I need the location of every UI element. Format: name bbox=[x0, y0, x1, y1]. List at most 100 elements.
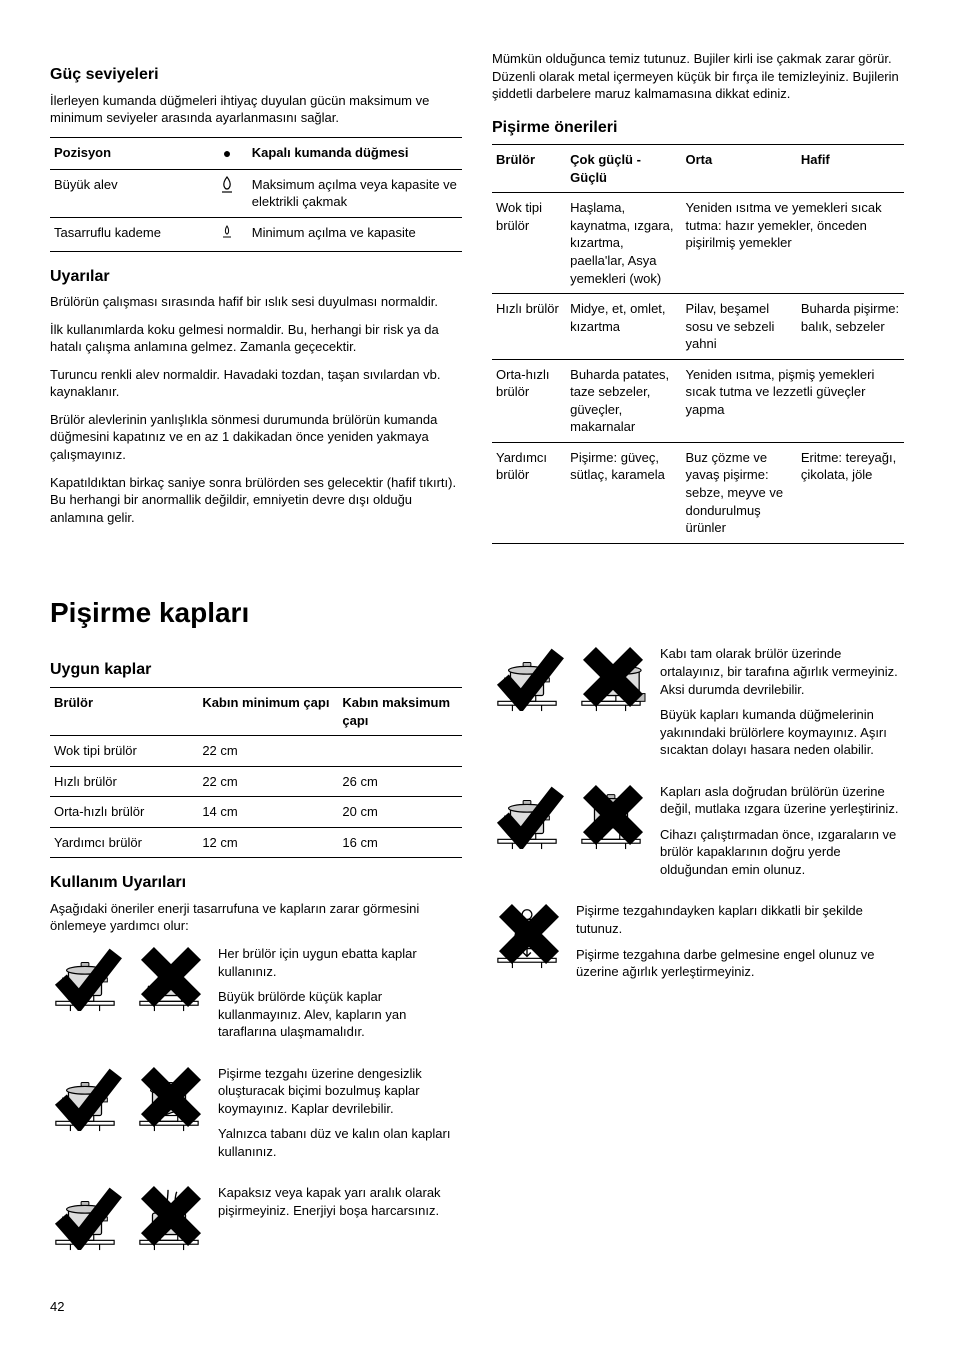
correct-usage-icon bbox=[50, 945, 120, 1013]
tip-row: Kapları asla doğrudan brülörün üzerine d… bbox=[492, 783, 904, 887]
left-col-bottom: Uygun kaplar BrülörKabın minimum çapıKab… bbox=[50, 645, 462, 1268]
pos-2: Tasarruflu kademe bbox=[50, 217, 207, 251]
tip-text: Her brülör için uygun ebatta kaplar kull… bbox=[218, 945, 462, 1049]
right-col-top: Mümkün olduğunca temiz tutunuz. Bujiler … bbox=[492, 50, 904, 554]
recommend-table: BrülörÇok güçlü - GüçlüOrtaHafif Wok tip… bbox=[492, 144, 904, 543]
tip-text: Pişirme tezgahı üzerine dengesizlik oluş… bbox=[218, 1065, 462, 1169]
warning-item: Brülör alevlerinin yanlışlıkla sönmesi d… bbox=[50, 411, 462, 464]
rec-cell: Wok tipi brülör bbox=[492, 193, 566, 294]
power-levels-table: Pozisyon ● Kapalı kumanda düğmesi Büyük … bbox=[50, 137, 462, 252]
pos-desc-0: Kapalı kumanda düğmesi bbox=[248, 137, 462, 169]
tip-para: Pişirme tezgahı üzerine dengesizlik oluş… bbox=[218, 1065, 462, 1118]
large-flame-icon bbox=[207, 169, 248, 217]
rec-header: Orta bbox=[682, 145, 797, 193]
table-row: Hızlı brülörMidye, et, omlet, kızartmaPi… bbox=[492, 294, 904, 360]
correct-usage-icon bbox=[492, 645, 562, 713]
tip-text: Kapları asla doğrudan brülörün üzerine d… bbox=[660, 783, 904, 887]
rec-cell: Yeniden ısıtma ve yemekleri sıcak tutma:… bbox=[682, 193, 904, 294]
rec-header: Brülör bbox=[492, 145, 566, 193]
cw-cell: 14 cm bbox=[198, 797, 338, 828]
cw-cell: Hızlı brülör bbox=[50, 766, 198, 797]
tip-para: Yalnızca tabanı düz ve kalın olan kaplar… bbox=[218, 1125, 462, 1160]
cw-cell: 20 cm bbox=[338, 797, 462, 828]
rec-cell: Midye, et, omlet, kızartma bbox=[566, 294, 681, 360]
rec-cell: Haşlama, kaynatma, ızgara, kızartma, pae… bbox=[566, 193, 681, 294]
left-col-top: Güç seviyeleri İlerleyen kumanda düğmele… bbox=[50, 50, 462, 554]
cw-cell: 12 cm bbox=[198, 827, 338, 858]
cw-cell: 16 cm bbox=[338, 827, 462, 858]
tip-para: Kapları asla doğrudan brülörün üzerine d… bbox=[660, 783, 904, 818]
cw-cell: 22 cm bbox=[198, 766, 338, 797]
table-row: Wok tipi brülör22 cm bbox=[50, 736, 462, 767]
closed-knob-icon: ● bbox=[207, 137, 248, 169]
rec-cell: Yardımcı brülör bbox=[492, 442, 566, 543]
rec-cell: Pilav, beşamel sosu ve sebzeli yahni bbox=[682, 294, 797, 360]
usage-right-tips: Kabı tam olarak brülör üzerinde ortalayı… bbox=[492, 645, 904, 988]
warnings-heading: Uyarılar bbox=[50, 266, 462, 288]
correct-usage-icon bbox=[492, 783, 562, 851]
rec-cell: Hızlı brülör bbox=[492, 294, 566, 360]
page-number: 42 bbox=[50, 1298, 904, 1316]
warning-item: İlk kullanımlarda koku gelmesi normaldir… bbox=[50, 321, 462, 356]
table-row: Wok tipi brülörHaşlama, kaynatma, ızgara… bbox=[492, 193, 904, 294]
tip-text: Kabı tam olarak brülör üzerinde ortalayı… bbox=[660, 645, 904, 766]
tip-row: Kapaksız veya kapak yarı aralık olarak p… bbox=[50, 1184, 462, 1252]
pos-header: Pozisyon bbox=[50, 137, 207, 169]
warnings-list: Brülörün çalışması sırasında hafif bir ı… bbox=[50, 293, 462, 526]
incorrect-usage-icon bbox=[576, 645, 646, 713]
incorrect-usage-icon bbox=[134, 1065, 204, 1133]
tip-row: Pişirme tezgahındayken kapları dikkatli … bbox=[492, 902, 904, 988]
tip-para: Kabı tam olarak brülör üzerinde ortalayı… bbox=[660, 645, 904, 698]
cookware-table: BrülörKabın minimum çapıKabın maksimum ç… bbox=[50, 687, 462, 858]
cw-header: Kabın maksimum çapı bbox=[338, 688, 462, 736]
recommend-heading: Pişirme önerileri bbox=[492, 117, 904, 139]
rec-header: Hafif bbox=[797, 145, 904, 193]
rec-cell: Pişirme: güveç, sütlaç, karamela bbox=[566, 442, 681, 543]
table-row: Orta-hızlı brülörBuharda patates, taze s… bbox=[492, 359, 904, 442]
table-row: Orta-hızlı brülör14 cm20 cm bbox=[50, 797, 462, 828]
rec-header: Çok güçlü - Güçlü bbox=[566, 145, 681, 193]
cw-cell: Yardımcı brülör bbox=[50, 827, 198, 858]
incorrect-usage-icon bbox=[134, 1184, 204, 1252]
tip-para: Büyük kapları kumanda düğmelerinin yakın… bbox=[660, 706, 904, 759]
warning-item: Brülörün çalışması sırasında hafif bir ı… bbox=[50, 293, 462, 311]
usage-heading: Kullanım Uyarıları bbox=[50, 872, 462, 894]
tip-text: Pişirme tezgahındayken kapları dikkatli … bbox=[576, 902, 904, 988]
tip-para: Her brülör için uygun ebatta kaplar kull… bbox=[218, 945, 462, 980]
pos-1: Büyük alev bbox=[50, 169, 207, 217]
tip-para: Pişirme tezgahına darbe gelmesine engel … bbox=[576, 946, 904, 981]
tip-para: Kapaksız veya kapak yarı aralık olarak p… bbox=[218, 1184, 462, 1219]
top-columns: Güç seviyeleri İlerleyen kumanda düğmele… bbox=[50, 50, 904, 554]
clean-text: Mümkün olduğunca temiz tutunuz. Bujiler … bbox=[492, 50, 904, 103]
incorrect-usage-icon bbox=[492, 902, 562, 970]
table-row: Yardımcı brülörPişirme: güveç, sütlaç, k… bbox=[492, 442, 904, 543]
cookware-heading: Pişirme kapları bbox=[50, 594, 904, 632]
usage-left-tips: Her brülör için uygun ebatta kaplar kull… bbox=[50, 945, 462, 1252]
power-levels-heading: Güç seviyeleri bbox=[50, 64, 462, 86]
cw-cell bbox=[338, 736, 462, 767]
pos-desc-1: Maksimum açılma veya kapasite ve elektri… bbox=[248, 169, 462, 217]
rec-cell: Yeniden ısıtma, pişmiş yemekleri sıcak t… bbox=[682, 359, 904, 442]
suitable-heading: Uygun kaplar bbox=[50, 659, 462, 681]
tip-text: Kapaksız veya kapak yarı aralık olarak p… bbox=[218, 1184, 462, 1227]
small-flame-icon bbox=[207, 217, 248, 251]
table-row: Yardımcı brülör12 cm16 cm bbox=[50, 827, 462, 858]
cw-cell: 22 cm bbox=[198, 736, 338, 767]
tip-para: Büyük brülörde küçük kaplar kullanmayını… bbox=[218, 988, 462, 1041]
correct-usage-icon bbox=[50, 1184, 120, 1252]
rec-cell: Buz çözme ve yavaş pişirme: sebze, meyve… bbox=[682, 442, 797, 543]
incorrect-usage-icon bbox=[134, 945, 204, 1013]
rec-cell: Buharda pişirme: balık, sebzeler bbox=[797, 294, 904, 360]
tip-para: Cihazı çalıştırmadan önce, ızgaraların v… bbox=[660, 826, 904, 879]
table-row: Hızlı brülör22 cm26 cm bbox=[50, 766, 462, 797]
cw-header: Brülör bbox=[50, 688, 198, 736]
cw-cell: Orta-hızlı brülör bbox=[50, 797, 198, 828]
correct-usage-icon bbox=[50, 1065, 120, 1133]
rec-cell: Buharda patates, taze sebzeler, güveçler… bbox=[566, 359, 681, 442]
warning-item: Kapatıldıktan birkaç saniye sonra brülör… bbox=[50, 474, 462, 527]
pos-desc-2: Minimum açılma ve kapasite bbox=[248, 217, 462, 251]
cw-header: Kabın minimum çapı bbox=[198, 688, 338, 736]
rec-cell: Eritme: tereyağı, çikolata, jöle bbox=[797, 442, 904, 543]
bottom-columns: Uygun kaplar BrülörKabın minimum çapıKab… bbox=[50, 645, 904, 1268]
tip-row: Pişirme tezgahı üzerine dengesizlik oluş… bbox=[50, 1065, 462, 1169]
